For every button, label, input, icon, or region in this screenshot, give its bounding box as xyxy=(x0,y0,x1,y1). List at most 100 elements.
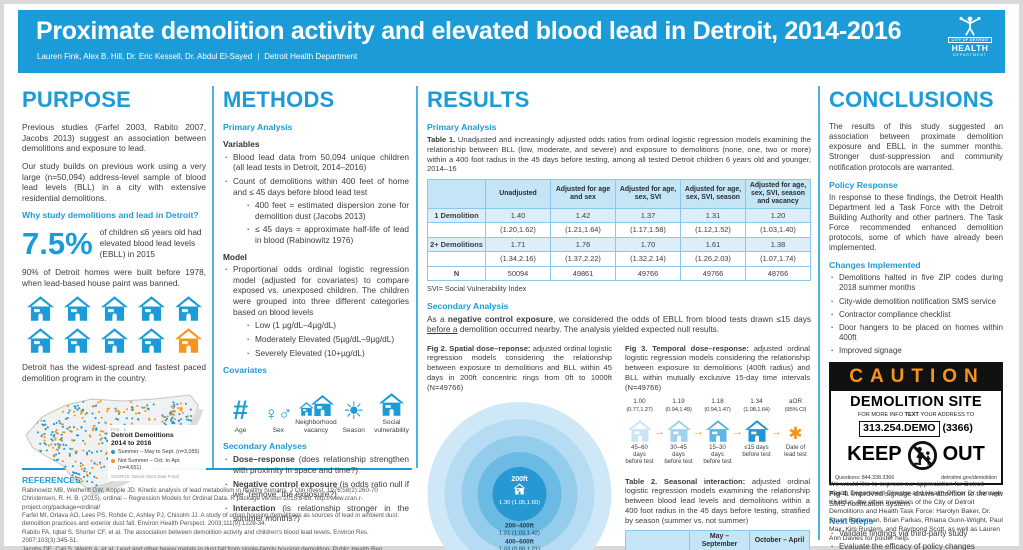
reference-item: Jacobs DE, Cali S, Welch A, et al. Lead … xyxy=(22,545,385,550)
variables-subheading: Variables xyxy=(223,139,260,150)
house-pictogram-grid xyxy=(22,296,206,353)
secondary-analyses-subheading: Secondary Analyses xyxy=(223,441,307,452)
covariate-label: Age xyxy=(234,426,247,434)
fig3-caption: Fig 3. Temporal dose–response: adjusted … xyxy=(625,343,810,392)
conclusions-heading: CONCLUSIONS xyxy=(829,87,994,112)
house-icon xyxy=(745,417,769,442)
detroit-demolitions-map: FIG. 1 Detroit Demolitions 2014 to 2016 … xyxy=(22,391,206,497)
caution-sign: CAUTION DEMOLITION SITE FOR MORE INFO TE… xyxy=(829,362,1003,486)
secondary-analysis-subheading: Secondary Analysis xyxy=(427,300,509,311)
list-item: City-wide demolition notification SMS se… xyxy=(829,297,1003,307)
demolition-site-text: DEMOLITION SITE xyxy=(850,394,982,411)
logo-health-text: HEALTH xyxy=(951,43,989,54)
covariate-sex: ♀♂ Sex xyxy=(261,394,296,435)
purpose-paragraph-4: Detroit has the widest-spread and fastes… xyxy=(22,362,206,384)
acknowledgment-text: We would like to express our appreciatio… xyxy=(829,481,1003,543)
house-icon xyxy=(27,328,54,353)
sign-footer: Questions: 844.338.3366 detroitmi.gov/de… xyxy=(831,475,1001,484)
results-heading: RESULTS xyxy=(427,87,530,112)
list-item: Proportional odds ordinal logistic regre… xyxy=(223,264,409,317)
authors: Lauren Fink, Alex B. Hill, Dr. Eric Kess… xyxy=(37,52,253,61)
legend-label: Not Summer – Oct. to Apr. (n=4,651) xyxy=(118,458,181,471)
page-title: Proximate demolition activity and elevat… xyxy=(36,17,902,45)
legend-item-not-summer: Not Summer – Oct. to Apr. (n=4,651) xyxy=(111,458,203,472)
list-item: Low (1 µg/dL–4µg/dL) xyxy=(245,320,409,331)
demolition-website: detroitmi.gov/demolition xyxy=(941,474,997,481)
house-icon xyxy=(138,328,165,353)
header-cell: Adjusted for age and sex xyxy=(550,179,616,209)
map-title-line2: 2014 to 2016 xyxy=(111,439,152,447)
results-section: RESULTS Primary Analysis Table 1. Unadju… xyxy=(427,86,811,550)
header-banner: Proximate demolition activity and elevat… xyxy=(18,10,1005,73)
conclusions-section: CONCLUSIONS The results of this study su… xyxy=(829,86,1003,550)
list-item: Interaction (is relationship stronger in… xyxy=(223,503,409,524)
references-block: REFERENCES Rabinowitz MB, Wetherill GW, … xyxy=(22,475,416,550)
list-item: Validate findings via third-party study xyxy=(829,529,1003,539)
conclusions-paragraph-1: The results of this study suggested an a… xyxy=(829,122,1003,172)
next-steps-subheading: Next Steps xyxy=(829,515,874,526)
fig2-spatial-dose-response: Fig 2. Spatial dose–reponse: adjusted or… xyxy=(427,342,612,550)
separator: | xyxy=(257,52,260,61)
fig3-and-table2: Fig 3. Temporal dose–response: adjusted … xyxy=(625,342,810,550)
covariate-label: Social vulnerability xyxy=(374,419,409,434)
timeline-step: 1.34 (1.08,1.64) ≤15 days before test xyxy=(742,398,771,459)
primary-analysis-subheading: Primary Analysis xyxy=(427,122,497,133)
list-item: Improved signage xyxy=(829,346,1003,356)
header-cell xyxy=(427,179,486,209)
list-item: 400 feet = estimated dispersion zone for… xyxy=(245,200,409,221)
houses-icon xyxy=(299,386,334,416)
house-icon xyxy=(101,296,128,321)
house-icon xyxy=(27,296,54,321)
fig1-label: FIG. 1 xyxy=(111,426,127,432)
header-cell: Adjusted for age, sex, SVI xyxy=(615,179,681,209)
house-icon xyxy=(175,296,202,321)
questions-phone: Questions: 844.338.3366 xyxy=(835,474,895,481)
house-icon xyxy=(64,328,91,353)
spirit-of-detroit-icon xyxy=(959,16,981,36)
house-icon xyxy=(379,386,404,416)
covariate-label: Season xyxy=(342,426,365,434)
changes-list: Demolitions halted in five ZIP codes dur… xyxy=(829,273,1003,356)
keep-out-row: KEEP OUT xyxy=(831,439,1001,472)
house-icon xyxy=(628,417,652,442)
secondary-analyses-list: Dose–response (does relationship strengt… xyxy=(223,454,409,524)
header-cell: Adjusted for age, sex, SVI, season xyxy=(680,179,746,209)
list-item: Moderately Elevated (5µg/dL–9µg/dL) xyxy=(245,334,409,345)
purpose-section: PURPOSE Previous studies (Farfel 2003, R… xyxy=(22,86,206,497)
purpose-question: Why study demolitions and lead in Detroi… xyxy=(22,210,199,221)
timeline-step: 1.00 (0.77,1.27) 45–60 days before test xyxy=(625,398,654,466)
sms-phone-number: 313.254.DEMO (3366) xyxy=(831,421,1001,437)
table2-seasonal-interaction: May – September October – April 1 Demoli… xyxy=(625,530,810,550)
arrow-icon: → xyxy=(654,426,665,439)
table1-footnote: SVI= Social Vulnerability Index xyxy=(427,284,527,294)
covariates-icons: # Age ♀♂ Sex Neighborhood vacancy ☀ Seas… xyxy=(223,386,409,434)
list-item: Dose–response (does relationship strengt… xyxy=(223,454,409,475)
table-row: (1.34,2.16) (1.37,2.22) (1.32,2.14) (1.26,2… xyxy=(427,251,811,267)
references-heading: REFERENCES xyxy=(22,475,81,485)
authors-line: Lauren Fink, Alex B. Hill, Dr. Eric Kess… xyxy=(37,52,357,61)
table-row: (1.20,1.62) (1.21,1.64) (1.17,1.58) (1.12,1… xyxy=(427,222,811,238)
covariate-social-vulnerability: Social vulnerability xyxy=(374,386,409,434)
ring-or: 1.30 (1.05,1.60) xyxy=(499,500,540,506)
stat-text: of children ≤6 years old had elevated bl… xyxy=(99,227,202,259)
list-item: Negative control exposure (is odds ratio… xyxy=(223,479,409,500)
legend-item-summer: Summer – May to Sept. (n=3,055) xyxy=(111,449,203,456)
primary-analysis-subheading: Primary Analysis xyxy=(223,122,293,133)
caution-banner: CAUTION xyxy=(831,364,1001,392)
covariate-age: # Age xyxy=(223,394,258,435)
list-item: Demolitions halted in five ZIP codes dur… xyxy=(829,273,1003,293)
next-steps-list: Validate findings via third-party study … xyxy=(829,529,1003,550)
concentric-rings-figure: 200ft 1.30 (1.05,1.60) 200–400ft 1.21 (1… xyxy=(427,402,612,550)
table-header-row: Unadjusted Adjusted for age and sex Adju… xyxy=(427,179,811,209)
list-item: Blood lead data from 50,094 unique child… xyxy=(223,152,409,173)
house-icon xyxy=(64,296,91,321)
list-item: Contractor compliance checklist xyxy=(829,310,1003,320)
stat-value: 7.5% xyxy=(22,225,93,261)
house-icon xyxy=(706,417,730,442)
age-icon: # xyxy=(232,394,249,425)
horizontal-rule xyxy=(22,468,412,470)
policy-response-paragraph: In response to these findings, the Detro… xyxy=(829,192,1003,253)
map-title-line1: Detroit Demolitions xyxy=(111,432,174,440)
sex-icon: ♀♂ xyxy=(264,403,293,425)
